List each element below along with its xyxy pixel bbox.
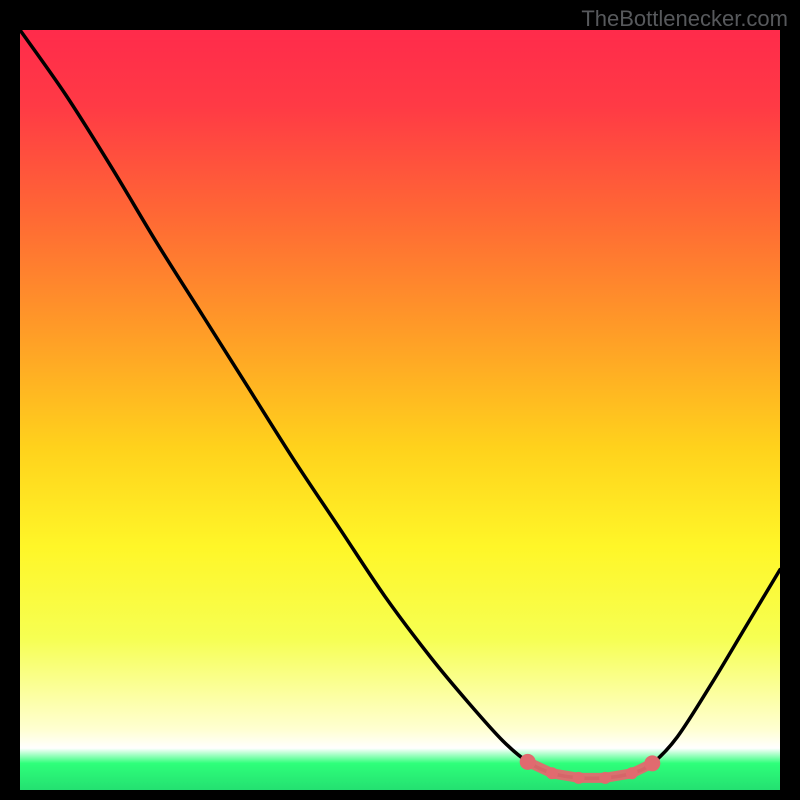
marker-layer: [20, 30, 780, 790]
plot-area: [20, 30, 780, 790]
watermark-text: TheBottlenecker.com: [581, 6, 788, 32]
chart-stage: TheBottlenecker.com: [0, 0, 800, 800]
